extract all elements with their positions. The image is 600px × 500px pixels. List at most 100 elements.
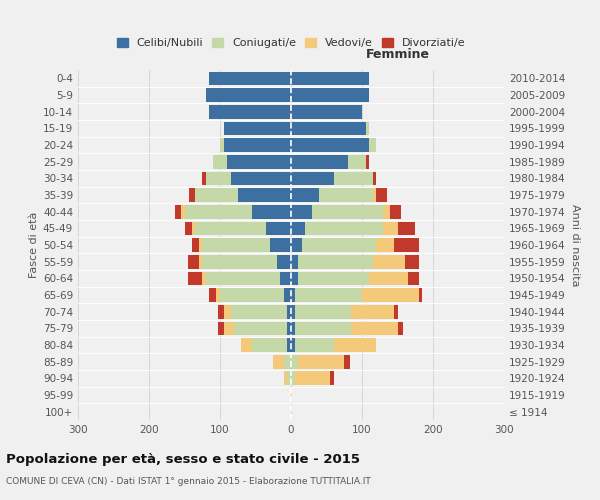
Bar	[291, 255, 298, 268]
Bar	[398, 222, 415, 235]
Bar	[408, 272, 419, 285]
Bar	[241, 338, 252, 352]
Bar	[365, 155, 369, 168]
Bar	[291, 155, 348, 168]
Bar	[291, 338, 295, 352]
Bar	[291, 205, 313, 218]
Bar	[291, 188, 319, 202]
Bar	[313, 205, 383, 218]
Bar	[206, 272, 280, 285]
Bar	[295, 305, 352, 318]
Text: COMUNE DI CEVA (CN) - Dati ISTAT 1° gennaio 2015 - Elaborazione TUTTITALIA.IT: COMUNE DI CEVA (CN) - Dati ISTAT 1° genn…	[6, 478, 371, 486]
Bar	[404, 255, 419, 268]
Bar	[305, 222, 383, 235]
Bar	[230, 305, 287, 318]
Bar	[291, 122, 365, 135]
Bar	[291, 222, 305, 235]
Bar	[252, 338, 287, 352]
Y-axis label: Anni di nascita: Anni di nascita	[570, 204, 580, 286]
Bar	[191, 238, 199, 252]
Bar	[199, 238, 202, 252]
Bar	[202, 238, 270, 252]
Bar	[391, 205, 401, 218]
Bar	[295, 372, 330, 385]
Bar	[273, 355, 284, 368]
Bar	[188, 255, 199, 268]
Bar	[209, 105, 291, 118]
Bar	[291, 305, 295, 318]
Bar	[238, 188, 291, 202]
Bar	[230, 172, 291, 185]
Bar	[287, 305, 291, 318]
Bar	[270, 238, 291, 252]
Bar	[376, 238, 394, 252]
Bar	[188, 272, 202, 285]
Bar	[202, 172, 206, 185]
Bar	[206, 172, 230, 185]
Bar	[224, 122, 291, 135]
Bar	[291, 372, 295, 385]
Y-axis label: Fasce di età: Fasce di età	[29, 212, 39, 278]
Bar	[202, 255, 277, 268]
Bar	[220, 138, 224, 152]
Bar	[287, 338, 291, 352]
Bar	[383, 222, 398, 235]
Bar	[202, 272, 206, 285]
Bar	[280, 272, 291, 285]
Bar	[266, 222, 291, 235]
Bar	[295, 288, 362, 302]
Bar	[334, 172, 373, 185]
Bar	[291, 355, 298, 368]
Bar	[369, 138, 376, 152]
Legend: Celibi/Nubili, Coniugati/e, Vedovi/e, Divorziati/e: Celibi/Nubili, Coniugati/e, Vedovi/e, Di…	[112, 34, 470, 53]
Bar	[234, 322, 287, 335]
Bar	[252, 205, 291, 218]
Bar	[195, 188, 238, 202]
Bar	[383, 205, 391, 218]
Bar	[195, 222, 266, 235]
Bar	[291, 88, 369, 102]
Text: Popolazione per età, sesso e stato civile - 2015: Popolazione per età, sesso e stato civil…	[6, 452, 360, 466]
Bar	[227, 155, 291, 168]
Bar	[373, 172, 376, 185]
Bar	[362, 288, 419, 302]
Bar	[181, 205, 185, 218]
Bar	[284, 372, 287, 385]
Bar	[291, 105, 362, 118]
Bar	[419, 288, 422, 302]
Bar	[291, 288, 295, 302]
Bar	[284, 288, 291, 302]
Bar	[365, 122, 369, 135]
Bar	[352, 322, 398, 335]
Bar	[394, 305, 398, 318]
Bar	[398, 322, 403, 335]
Bar	[319, 188, 373, 202]
Bar	[218, 322, 224, 335]
Bar	[175, 205, 181, 218]
Bar	[330, 372, 334, 385]
Bar	[291, 322, 295, 335]
Bar	[213, 155, 227, 168]
Bar	[277, 255, 291, 268]
Bar	[191, 222, 195, 235]
Bar	[217, 288, 220, 302]
Bar	[334, 338, 376, 352]
Bar	[199, 255, 202, 268]
Bar	[209, 72, 291, 85]
Bar	[298, 272, 369, 285]
Bar	[376, 188, 387, 202]
Bar	[298, 255, 373, 268]
Bar	[224, 305, 230, 318]
Bar	[287, 322, 291, 335]
Bar	[298, 355, 344, 368]
Bar	[284, 355, 291, 368]
Bar	[209, 288, 217, 302]
Text: Femmine: Femmine	[365, 48, 430, 62]
Bar	[352, 305, 394, 318]
Bar	[218, 305, 224, 318]
Bar	[291, 172, 334, 185]
Bar	[291, 238, 302, 252]
Bar	[373, 188, 376, 202]
Bar	[344, 355, 350, 368]
Bar	[295, 322, 352, 335]
